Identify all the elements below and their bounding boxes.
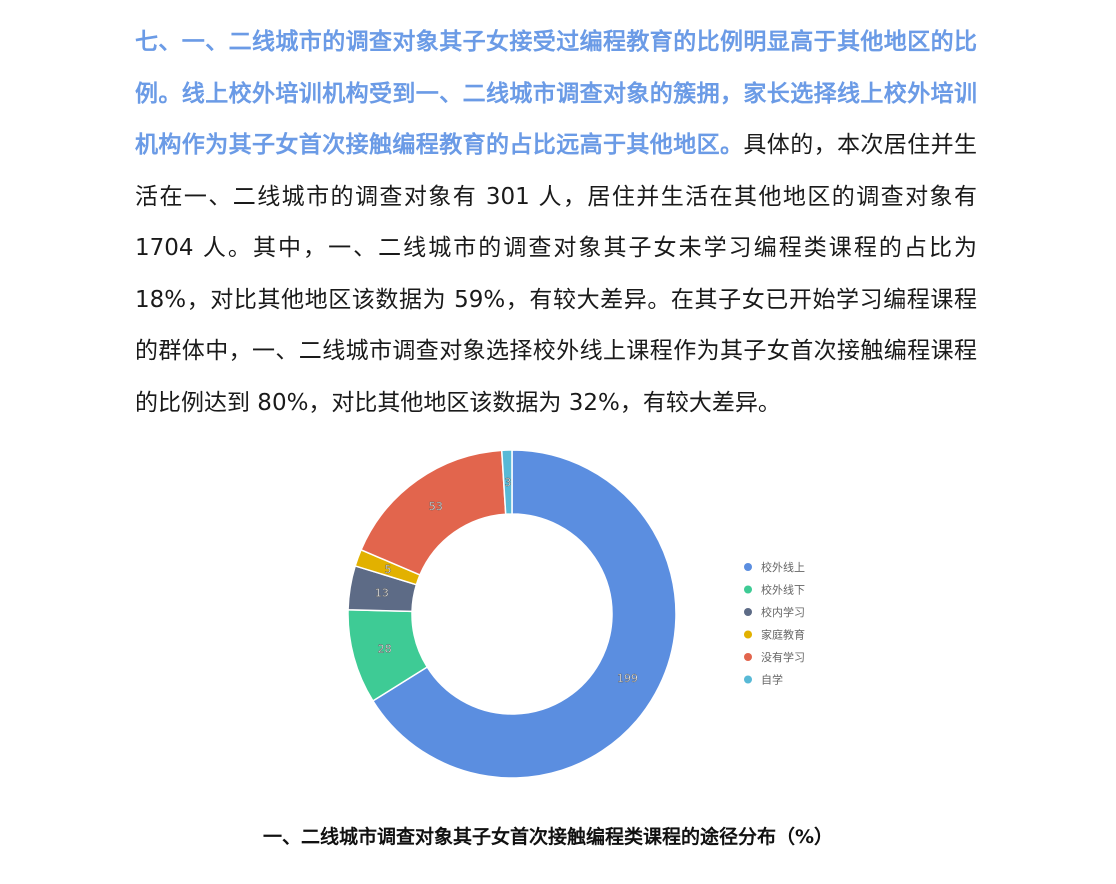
slice-校外线上 xyxy=(371,449,677,779)
highlight-text: 七、一、二线城市的调查对象其子女接受过编程教育的比例明显高于其他地区的比例。线上… xyxy=(135,29,977,158)
legend-marker xyxy=(744,563,752,571)
data-label: 28 xyxy=(378,643,392,656)
legend-marker xyxy=(744,675,752,684)
body-paragraph: 七、一、二线城市的调查对象其子女接受过编程教育的比例明显高于其他地区的比例。线上… xyxy=(135,17,977,429)
legend-label: 没有学习 xyxy=(761,650,805,664)
legend-marker xyxy=(744,585,752,594)
legend-label: 校外线上 xyxy=(761,560,805,574)
data-label: 3 xyxy=(504,476,511,489)
data-label: 5 xyxy=(384,563,391,576)
data-label: 13 xyxy=(375,587,389,600)
body-text: 具体的，本次居住并生活在一、二线城市的调查对象有 301 人，居住并生活在其他地… xyxy=(135,132,978,416)
legend-label: 校内学习 xyxy=(761,605,805,619)
legend-label: 家庭教育 xyxy=(761,628,805,642)
data-label: 53 xyxy=(429,500,443,513)
legend-marker xyxy=(744,653,752,661)
legend-label: 自学 xyxy=(761,673,783,687)
data-label: 199 xyxy=(617,672,638,685)
slice-自学 xyxy=(500,449,513,515)
chart-caption: 一、二线城市调查对象其子女首次接触编程类课程的途径分布（%） xyxy=(262,826,834,848)
legend-label: 校外线下 xyxy=(761,583,805,597)
legend-marker xyxy=(744,608,752,616)
legend-marker xyxy=(744,630,752,639)
